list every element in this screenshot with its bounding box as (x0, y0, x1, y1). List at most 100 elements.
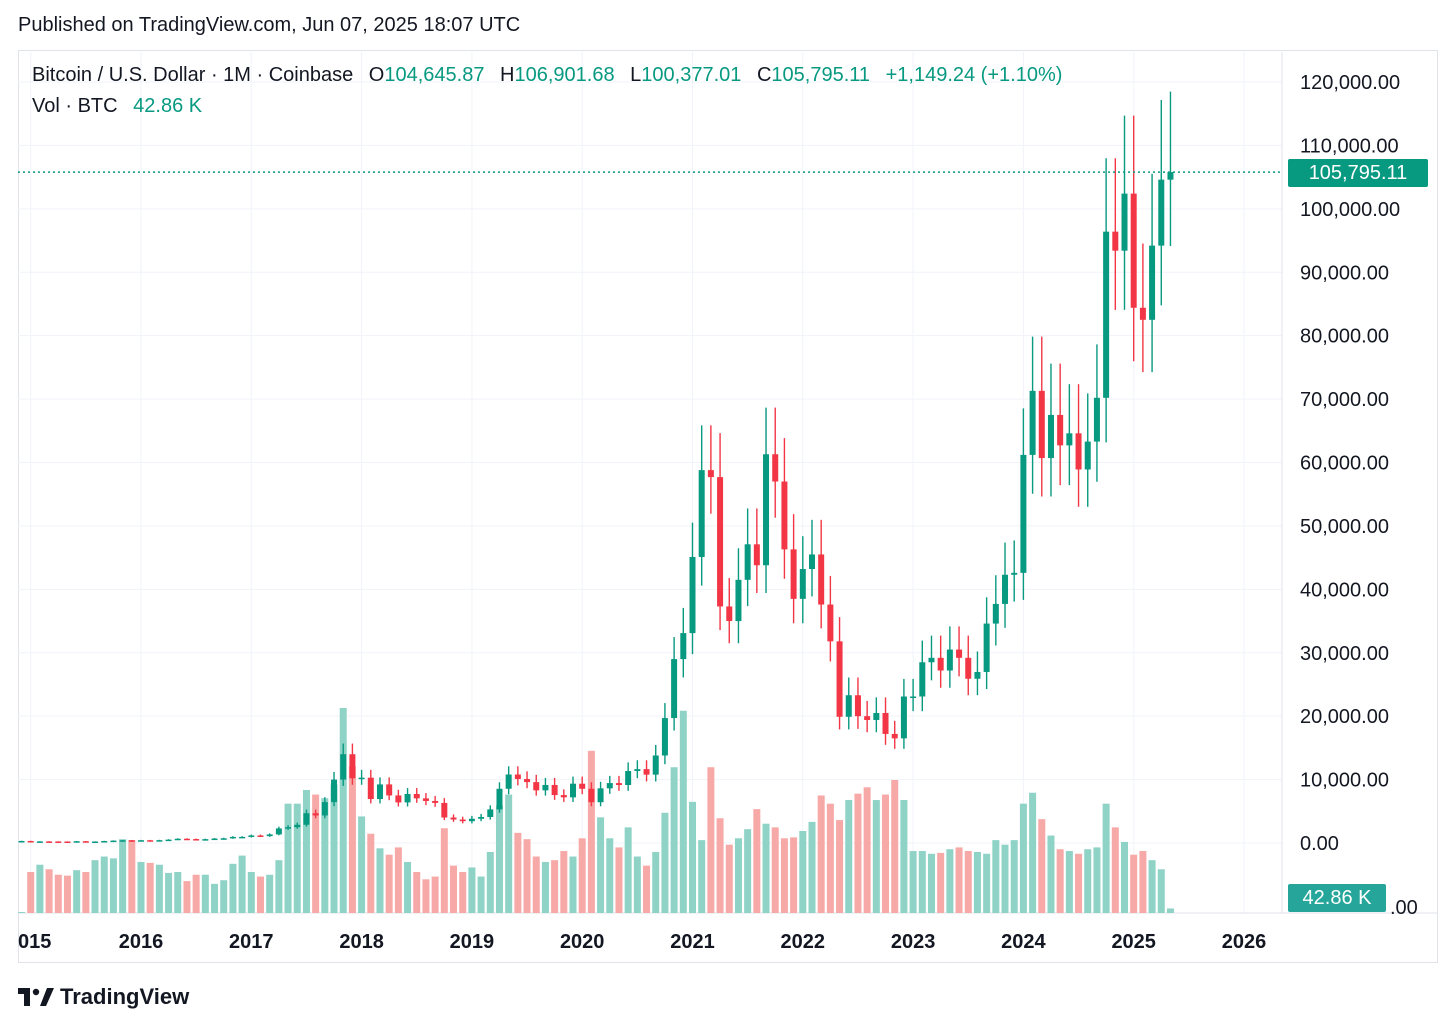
candle-body (992, 603, 999, 624)
candle-body (27, 840, 34, 843)
volume-bar (165, 872, 173, 913)
volume-bar (256, 876, 264, 913)
volume-label[interactable]: Vol · BTC (32, 95, 118, 117)
candle-body (873, 712, 880, 720)
volume-bar (73, 870, 81, 913)
candle-body (119, 840, 126, 842)
last-price-tag: 105,795.11 (1288, 159, 1428, 187)
candle-body (413, 793, 420, 799)
candle-body (266, 834, 273, 837)
candle-body (496, 788, 503, 810)
volume-bar (82, 872, 90, 913)
x-tick-label: 2020 (560, 931, 605, 953)
volume-bar (1001, 844, 1009, 913)
volume-bar (808, 821, 816, 913)
volume-bar (302, 790, 310, 913)
volume-bar (376, 848, 384, 913)
candle-body (891, 733, 898, 739)
candle-body (615, 783, 622, 786)
volume-bar (137, 861, 145, 913)
candle-body (882, 712, 889, 734)
volume-bar (468, 867, 476, 913)
candle-body (138, 840, 144, 842)
volume-bar (633, 856, 641, 913)
candle-body (46, 841, 53, 843)
symbol-label[interactable]: Bitcoin / U.S. Dollar · 1M · Coinbase (32, 64, 354, 86)
volume-bar (1130, 854, 1138, 913)
y-tick-label: 30,000.00 (1300, 643, 1389, 665)
candle-body (597, 788, 604, 803)
volume-bar (266, 874, 274, 913)
volume-bar (155, 864, 163, 913)
candle-body (101, 841, 108, 843)
volume-bar (211, 883, 219, 913)
y-tick-label: .00 (1390, 897, 1418, 919)
volume-bar (891, 779, 899, 913)
candle-body (1112, 231, 1119, 251)
volume-bar (91, 860, 99, 913)
volume-bar (854, 793, 862, 913)
candle-body (441, 802, 448, 818)
volume-bar (744, 829, 752, 913)
candle-body (202, 839, 209, 841)
volume-bar (1029, 792, 1037, 913)
volume-bar (698, 840, 706, 913)
volume-bar (992, 840, 1000, 913)
volume-bar (229, 863, 237, 913)
candle-body (1130, 193, 1137, 308)
candle-body (634, 769, 641, 772)
x-tick-label: 2023 (891, 931, 936, 953)
candle-body (82, 841, 89, 843)
candle-body (1029, 390, 1036, 455)
candle-body (1167, 172, 1174, 180)
high-label: H (500, 64, 515, 86)
volume-bar (1111, 827, 1119, 913)
candle-body (799, 569, 806, 599)
y-tick-label: 0.00 (1300, 833, 1339, 855)
candle-body (321, 802, 328, 816)
candle-body (827, 604, 834, 642)
volume-bar (863, 787, 871, 913)
x-tick-label: 2021 (670, 931, 715, 953)
candle-body (661, 718, 668, 756)
volume-bar (404, 861, 412, 913)
candle-body (1139, 307, 1146, 320)
volume-bar (413, 872, 421, 913)
volume-bar (845, 800, 853, 913)
candle-body (312, 813, 319, 816)
volume-legend: Vol · BTC 42.86 K (32, 95, 202, 118)
volume-bar (661, 812, 669, 913)
volume-bar (1157, 869, 1165, 913)
volume-bar (964, 851, 972, 913)
volume-tag: 42.86 K (1288, 884, 1386, 912)
volume-bar (450, 865, 458, 913)
volume-bar (495, 805, 503, 913)
candle-body (183, 838, 190, 841)
volume-bar (100, 856, 108, 913)
volume-bar (762, 823, 770, 913)
candle-body (956, 649, 963, 658)
volume-bar (477, 876, 485, 913)
volume-bar (780, 838, 788, 913)
candle-body (1002, 574, 1009, 604)
brand-name: TradingView (60, 984, 190, 1009)
candle-body (974, 671, 981, 679)
footer-brand[interactable]: TradingView (18, 982, 189, 1012)
volume-bar (312, 794, 320, 913)
candle-body (937, 657, 944, 671)
candle-body (478, 816, 485, 819)
volume-bar (679, 710, 687, 913)
volume-bar (1148, 860, 1156, 913)
volume-bar (826, 803, 834, 913)
volume-bar (367, 833, 375, 913)
volume-bar (817, 795, 825, 913)
candle-body (946, 649, 953, 671)
x-tick-label: 015 (18, 931, 51, 953)
candle-body (698, 470, 705, 557)
volume-bar (358, 816, 366, 913)
volume-bar (394, 847, 402, 913)
volume-bar (1019, 803, 1027, 913)
candle-body (505, 774, 512, 789)
close-label: C (756, 64, 772, 86)
